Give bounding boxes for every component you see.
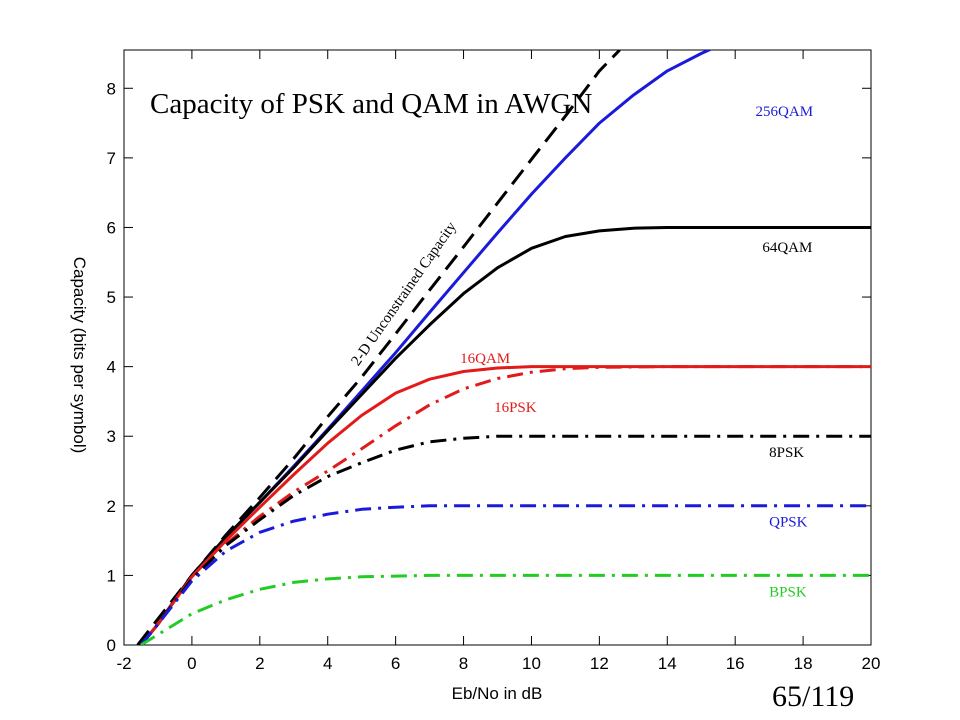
- series-line-bpsk: [140, 573, 871, 645]
- x-tick-label: 8: [459, 654, 468, 673]
- plot-frame: [123, 49, 872, 646]
- series-line-16qam: [139, 365, 871, 645]
- x-tick-label: 10: [522, 654, 541, 673]
- x-tick-label: 14: [658, 654, 677, 673]
- series-label-8psk: 8PSK: [769, 445, 804, 461]
- series-line-16psk: [139, 365, 871, 645]
- x-tick-label: 4: [323, 654, 332, 673]
- series-lines: [136, 50, 871, 645]
- x-tick-label: 16: [726, 654, 745, 673]
- axis-ticks: [123, 50, 872, 646]
- chart-title: Capacity of PSK and QAM in AWGN: [150, 88, 592, 120]
- y-tick-label: 7: [107, 149, 116, 168]
- series-label-16psk: 16PSK: [494, 400, 537, 416]
- x-tick-label: 2: [255, 654, 264, 673]
- series-line-qpsk: [139, 504, 871, 645]
- y-tick-label: 1: [107, 566, 116, 585]
- x-axis-label: Eb/No in dB: [452, 684, 543, 703]
- y-tick-label: 3: [107, 427, 116, 446]
- x-tick-label: 6: [391, 654, 400, 673]
- x-tick-label: 12: [590, 654, 609, 673]
- series-label-qpsk: QPSK: [769, 515, 808, 531]
- y-axis-label: Capacity (bits per symbol): [70, 257, 89, 454]
- series-label-256qam: 256QAM: [756, 104, 814, 120]
- x-tick-label: 20: [862, 654, 881, 673]
- series-labels: 2-D Unconstrained Capacity256QAM64QAM16Q…: [348, 104, 813, 600]
- y-tick-label: 5: [107, 288, 116, 307]
- y-tick-label: 6: [107, 218, 116, 237]
- y-tick-label: 0: [107, 636, 116, 655]
- series-label-bpsk: BPSK: [769, 584, 807, 600]
- x-tick-label: 0: [187, 654, 196, 673]
- plot-border: [123, 49, 872, 646]
- series-label-64qam: 64QAM: [762, 240, 812, 256]
- series-line-64qam: [139, 226, 871, 645]
- x-tick-label: -2: [116, 654, 131, 673]
- series-line-8psk: [139, 434, 871, 645]
- y-tick-label: 8: [107, 79, 116, 98]
- x-tick-label: 18: [794, 654, 813, 673]
- y-tick-label: 2: [107, 497, 116, 516]
- series-label-16qam: 16QAM: [460, 351, 510, 367]
- slide-page-number: 65/119: [772, 680, 855, 713]
- y-tick-label: 4: [107, 358, 116, 377]
